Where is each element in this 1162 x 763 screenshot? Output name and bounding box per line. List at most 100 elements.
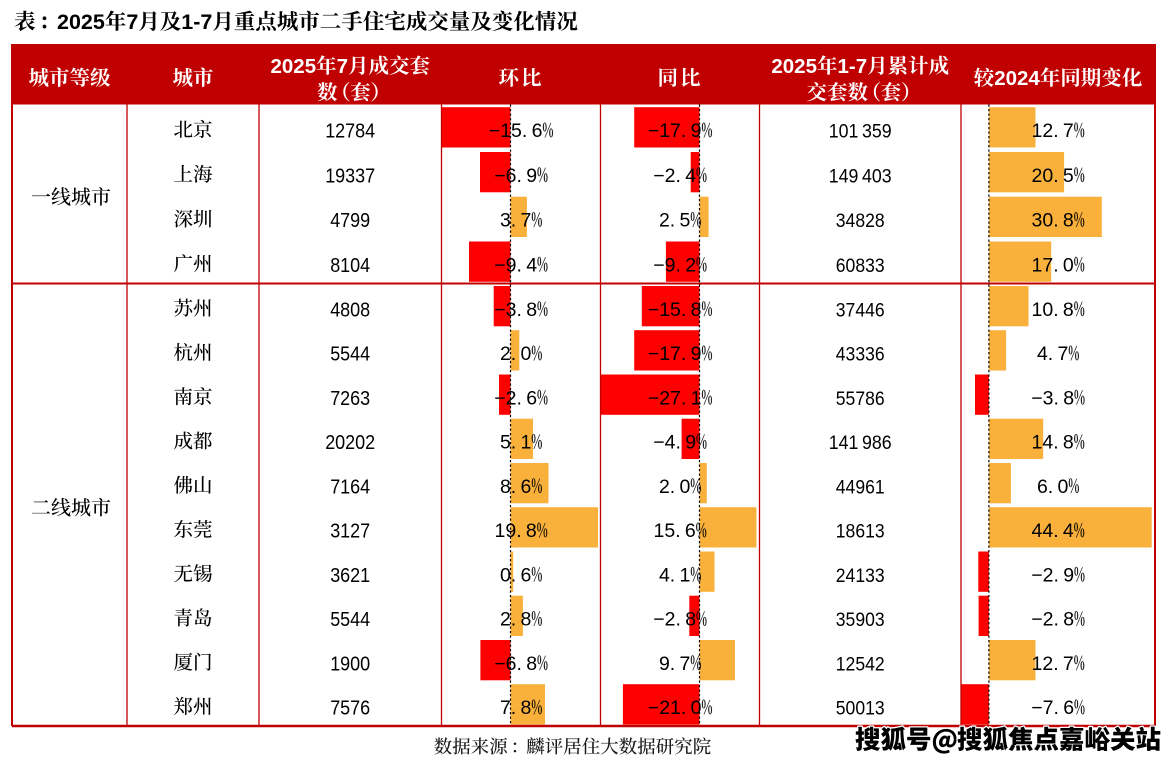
svg-text:8.: 8. <box>500 476 516 498</box>
svg-text:−17.: −17. <box>648 343 687 365</box>
svg-text:−7.: −7. <box>1031 697 1059 719</box>
svg-text:4: 4 <box>526 254 537 276</box>
svg-text:8104: 8104 <box>330 255 370 277</box>
svg-text:0: 0 <box>679 476 690 498</box>
svg-text:5544: 5544 <box>330 609 370 631</box>
svg-text:43336: 43336 <box>836 344 885 366</box>
svg-text:2025: 2025 <box>271 55 317 78</box>
svg-text:8: 8 <box>520 609 531 631</box>
svg-text:−4.: −4. <box>653 432 681 454</box>
svg-text:4.: 4. <box>1037 343 1053 365</box>
svg-text:149 403: 149 403 <box>829 165 892 187</box>
svg-text:19.: 19. <box>495 520 522 542</box>
svg-text:17.: 17. <box>1032 254 1059 276</box>
svg-text:2.: 2. <box>500 609 516 631</box>
svg-text:−6.: −6. <box>494 653 522 675</box>
svg-text:5544: 5544 <box>330 344 370 366</box>
svg-text:−2.: −2. <box>653 609 681 631</box>
svg-text:35903: 35903 <box>836 609 885 631</box>
svg-text:2024: 2024 <box>994 67 1040 90</box>
svg-text:44.: 44. <box>1032 520 1059 542</box>
svg-text:3.: 3. <box>500 210 516 232</box>
svg-text:1-7: 1-7 <box>837 55 867 78</box>
svg-text:9: 9 <box>1063 564 1074 586</box>
svg-text:8: 8 <box>1063 387 1074 409</box>
svg-text:1900: 1900 <box>330 653 370 675</box>
svg-text:4.: 4. <box>659 564 675 586</box>
svg-text:8: 8 <box>685 609 696 631</box>
svg-text:9: 9 <box>691 120 702 142</box>
svg-text:−15.: −15. <box>648 299 687 321</box>
svg-text:−27.: −27. <box>648 387 687 409</box>
svg-text:3127: 3127 <box>330 521 370 543</box>
svg-text:34828: 34828 <box>836 210 885 232</box>
svg-text:2.: 2. <box>500 343 516 365</box>
svg-text:7164: 7164 <box>330 476 370 498</box>
svg-text:15.: 15. <box>654 520 681 542</box>
svg-text:20202: 20202 <box>325 432 375 454</box>
svg-text:1: 1 <box>679 564 690 586</box>
svg-text:6: 6 <box>520 476 531 498</box>
svg-text:4: 4 <box>685 165 696 187</box>
svg-text:8: 8 <box>1063 609 1074 631</box>
svg-text:1: 1 <box>520 432 531 454</box>
svg-text:8: 8 <box>1063 210 1074 232</box>
svg-text:12.: 12. <box>1032 120 1059 142</box>
svg-text:−2.: −2. <box>653 165 681 187</box>
svg-text:0: 0 <box>1057 476 1068 498</box>
svg-text:−9.: −9. <box>653 254 681 276</box>
svg-text:7: 7 <box>337 55 348 78</box>
svg-text:18613: 18613 <box>836 521 885 543</box>
svg-text:8: 8 <box>526 653 537 675</box>
svg-text:−9.: −9. <box>494 254 522 276</box>
svg-text:141 986: 141 986 <box>829 432 892 454</box>
svg-text:2025: 2025 <box>57 10 105 34</box>
svg-text:24133: 24133 <box>836 565 885 587</box>
svg-text:7: 7 <box>679 653 690 675</box>
svg-text:5: 5 <box>679 210 690 232</box>
svg-text:8: 8 <box>526 520 537 542</box>
svg-text:6.: 6. <box>1037 476 1053 498</box>
svg-text:2.: 2. <box>659 476 675 498</box>
svg-text:14.: 14. <box>1032 432 1059 454</box>
svg-text:8: 8 <box>520 697 531 719</box>
svg-text:10.: 10. <box>1032 299 1059 321</box>
svg-text:8: 8 <box>1063 299 1074 321</box>
svg-text:−2.: −2. <box>1031 564 1059 586</box>
svg-text:3621: 3621 <box>330 565 370 587</box>
svg-text:4808: 4808 <box>330 299 370 321</box>
svg-text:7: 7 <box>126 10 138 34</box>
svg-text:9: 9 <box>691 343 702 365</box>
svg-text:2.: 2. <box>659 210 675 232</box>
svg-text:19337: 19337 <box>325 165 375 187</box>
svg-text:50013: 50013 <box>836 698 885 720</box>
svg-text:6: 6 <box>685 520 696 542</box>
svg-text:6: 6 <box>526 387 537 409</box>
svg-text:−21.: −21. <box>648 697 687 719</box>
svg-text:12542: 12542 <box>836 653 885 675</box>
svg-text:0: 0 <box>520 343 531 365</box>
svg-text:8: 8 <box>1063 432 1074 454</box>
svg-text:4799: 4799 <box>330 210 370 232</box>
svg-text:−2.: −2. <box>494 387 522 409</box>
svg-text:44961: 44961 <box>836 476 885 498</box>
svg-text:5.: 5. <box>500 432 516 454</box>
svg-text:30.: 30. <box>1032 210 1059 232</box>
svg-text:2025: 2025 <box>771 55 817 78</box>
svg-text:7: 7 <box>1063 120 1074 142</box>
svg-text:4: 4 <box>1063 520 1074 542</box>
svg-text:7.: 7. <box>500 697 516 719</box>
svg-text:−17.: −17. <box>648 120 687 142</box>
svg-text:0.: 0. <box>500 564 516 586</box>
svg-text:−15.: −15. <box>489 120 528 142</box>
svg-text:7263: 7263 <box>330 388 370 410</box>
svg-text:7576: 7576 <box>330 698 370 720</box>
svg-text:1: 1 <box>691 387 702 409</box>
svg-text:7: 7 <box>1057 343 1068 365</box>
svg-text:−3.: −3. <box>1031 387 1059 409</box>
svg-text:−6.: −6. <box>494 165 522 187</box>
svg-text:9: 9 <box>526 165 537 187</box>
svg-text:−2.: −2. <box>1031 609 1059 631</box>
svg-text:1-7: 1-7 <box>181 10 212 34</box>
svg-text:6: 6 <box>532 120 543 142</box>
